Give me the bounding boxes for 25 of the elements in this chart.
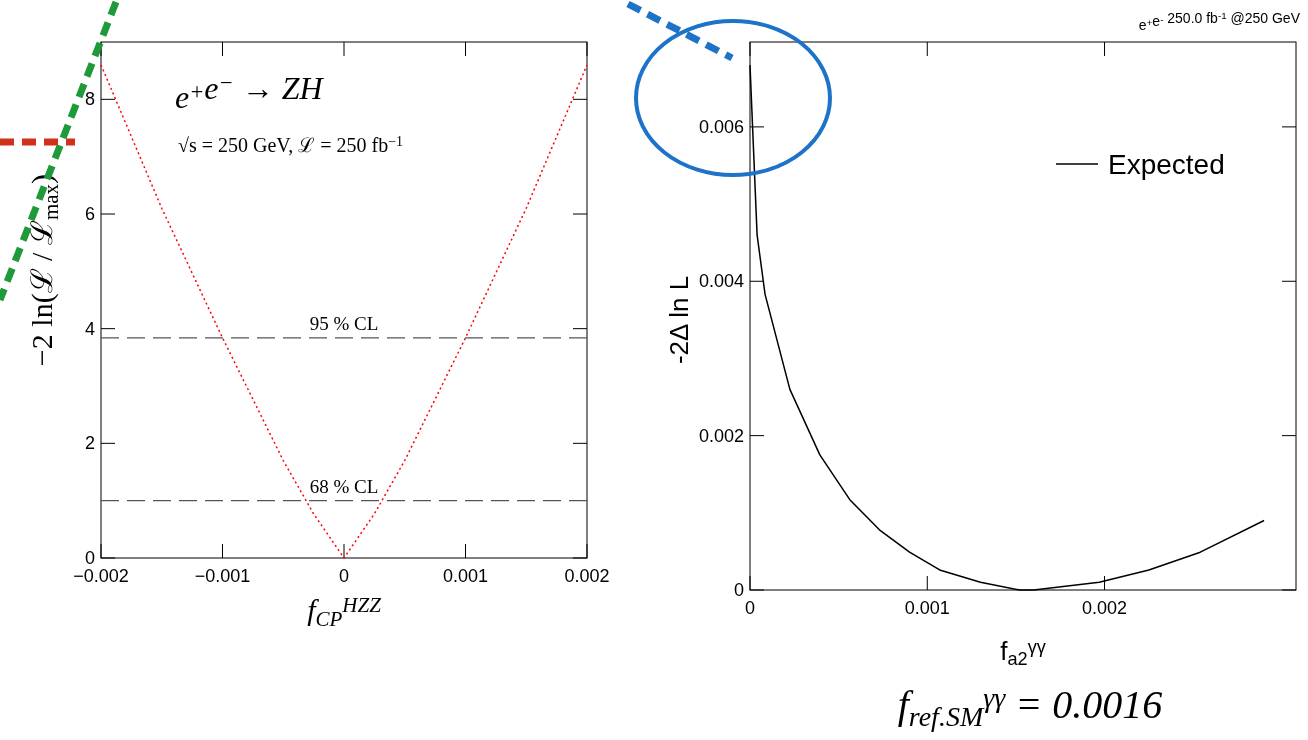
y-tick-label: 0.004 [698,271,744,292]
x-tick-label: 0.002 [564,566,610,586]
y-tick-label: 6 [84,204,95,224]
x-tick-label: 0.001 [904,598,950,618]
line-series [100,64,588,559]
legend-label: Expected [1108,149,1225,180]
y-axis-title: -2Δ ln L [664,275,694,365]
text: f$_{ref.SM}$$^{γγ}$ = 0.0016 [897,681,1163,733]
y-tick-label: 0 [84,548,95,568]
x-tick-label: 0 [338,566,350,586]
y-tick-label: 2 [84,433,95,454]
annotation: e$^{+}$e$^{−}$ → ZH [175,70,325,115]
ref-line-label: 68 % CL [309,475,379,497]
y-tick-label: 0.002 [698,425,744,446]
x-tick-label: −0.002 [73,566,129,586]
x-tick-label: −0.001 [194,566,251,586]
y-tick-label: 8 [84,89,95,110]
y-tick-label: 4 [84,318,95,339]
y-tick-label: 0 [733,580,744,600]
annotation: √s = 250 GeV, ℒ = 250 fb$^{−1}$ [178,134,404,156]
y-tick-label: 0.006 [698,116,744,137]
x-tick-label: 0.001 [442,566,489,586]
x-tick-label: 0.002 [1082,598,1128,618]
ref-line-label: 95 % CL [309,312,379,334]
chart-title: e$^{+}$e$^{-}$ 250.0 fb$^{-1}$ @250 GeV [1138,9,1301,33]
